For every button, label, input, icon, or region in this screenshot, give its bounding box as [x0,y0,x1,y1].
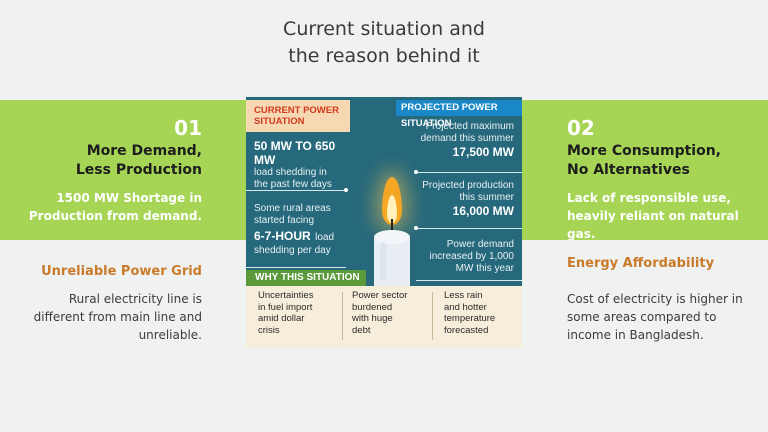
divider-dot [414,170,418,174]
current-head-line-2: SITUATION [254,116,305,127]
right-heading-line-2: No Alternatives [567,162,690,178]
why-separator [432,292,433,340]
title-line-1: Current situation and [283,18,485,40]
power-infographic: CURRENT POWER SITUATION PROJECTED POWER … [246,97,522,348]
divider-line [416,228,522,229]
left-heading-line-2: Less Production [75,162,202,178]
rural-text-4: shedding per day [254,245,331,256]
load-shedding-text-2: the past few days [254,179,332,190]
candle-top [374,230,410,244]
rural-text-3: load [315,232,335,243]
right-sub-line-1: Lack of responsible use, [567,191,731,205]
projected-production-text-2: this summer [459,192,514,203]
why-fuel-2: in fuel import [258,301,313,313]
demand-increase-text-2: increased by 1,000 [429,251,514,262]
why-weather-1: Less rain [444,290,483,301]
why-fuel-4: crisis [258,324,280,336]
right-body: Cost of electricity is higher in some ar… [567,290,743,344]
projected-production-block: Projected production this summer 16,000 … [394,180,514,218]
rural-text-2: started facing [254,215,315,226]
why-separator [342,292,343,340]
why-weather-2: and hotter [444,301,487,313]
why-item-weather: Less rain and hotter temperature forecas… [444,290,495,336]
divider-dot [414,226,418,230]
page-title: Current situation and the reason behind … [0,16,768,70]
right-lower-panel [522,240,768,432]
left-subtext: 1500 MW Shortage in Production from dema… [29,189,202,225]
projected-demand-text-1: Projected maximum [425,121,514,132]
left-heading-line-1: More Demand, [86,143,202,159]
rural-hours: 6-7-HOUR [254,229,311,243]
projected-production-value: 16,000 MW [452,204,514,218]
divider-dot [344,188,348,192]
current-head-line-1: CURRENT POWER [254,105,339,116]
candle-drip [380,242,386,280]
left-lower-panel [0,240,246,432]
projected-demand-text-2: demand this summer [420,133,514,144]
why-debt-1: Power sector [352,290,408,301]
left-body-line-1: Rural electricity line is [68,292,202,306]
left-orange-title: Unreliable Power Grid [41,264,202,279]
load-shedding-range: 50 MW TO 650 MW [254,139,336,167]
why-debt-3: with huge [352,313,393,324]
right-heading: More Consumption, No Alternatives [567,142,721,180]
right-sub-line-2: heavily reliant on natural gas. [567,209,739,241]
demand-increase-text-3: MW this year [455,263,514,274]
why-situation-heading: WHY THIS SITUATION [246,270,366,286]
load-shedding-block: 50 MW TO 650 MW load shedding in the pas… [254,139,354,191]
divider-line [246,267,346,268]
current-power-heading: CURRENT POWER SITUATION [246,100,350,132]
projected-production-text-1: Projected production [422,180,514,191]
why-fuel-1: Uncertainties [258,290,314,301]
why-item-debt: Power sector burdened with huge debt [352,290,407,336]
demand-increase-text-1: Power demand [446,239,514,250]
right-subtext: Lack of responsible use, heavily reliant… [567,189,768,243]
right-body-line-2: some areas compared to [567,310,717,324]
right-body-line-1: Cost of electricity is higher in [567,292,743,306]
left-heading: More Demand, Less Production [76,142,202,180]
left-sub-line-2: Production from demand. [28,209,202,223]
left-body: Rural electricity line is different from… [34,290,202,344]
projected-power-heading: PROJECTED POWER SITUATION [396,100,522,129]
divider-line [246,190,346,191]
why-item-fuel: Uncertainties in fuel import amid dollar… [258,290,313,336]
rural-text-1: Some rural areas [254,203,331,214]
left-body-line-2: different from main line and [33,310,202,324]
left-sub-line-1: 1500 MW Shortage in [56,191,202,205]
why-weather-4: forecasted [444,324,489,336]
left-body-line-3: unreliable. [138,328,202,342]
projected-demand-value: 17,500 MW [452,145,514,159]
projected-demand-block: Projected maximum demand this summer 17,… [394,121,514,159]
why-debt-4: debt [352,324,371,336]
rural-block: Some rural areas started facing 6-7-HOUR… [254,203,354,257]
why-debt-2: burdened [352,301,393,313]
why-fuel-3: amid dollar [258,313,305,324]
title-line-2: the reason behind it [288,45,480,67]
flame-core [387,195,397,223]
why-situation-box: Uncertainties in fuel import amid dollar… [246,286,522,348]
why-weather-3: temperature [444,313,496,324]
right-number: 02 [567,116,595,140]
divider-line [416,172,522,173]
load-shedding-text-1: load shedding in [254,167,327,178]
divider-line [416,280,522,281]
right-body-line-3: income in Bangladesh. [567,328,704,342]
left-number: 01 [174,116,202,140]
demand-increase-block: Power demand increased by 1,000 MW this … [394,239,514,275]
right-orange-title: Energy Affordability [567,256,715,271]
rural-hours-row: 6-7-HOUR load [254,227,354,245]
right-heading-line-1: More Consumption, [567,143,721,159]
candle-wick [391,219,393,233]
